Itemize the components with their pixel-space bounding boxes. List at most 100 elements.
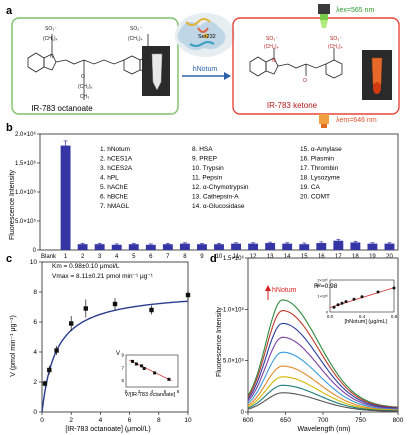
substrate-box — [11, 17, 179, 115]
svg-text:CH₃: CH₃ — [80, 94, 89, 100]
legend-item: 3. hCES2A — [100, 165, 133, 172]
y-tick-label: 5.0×10⁵ — [15, 218, 37, 225]
legend-item: 6. hBChE — [100, 194, 128, 201]
y-tick-label: 1.0×10⁶ — [15, 189, 37, 196]
x-tick-label: 19 — [369, 254, 376, 260]
excitation-label: λex=565 nm — [336, 7, 374, 14]
x-tick-label: 6 — [149, 254, 153, 260]
x-tick-label: 7 — [166, 254, 170, 260]
legend-item: 10. Trypsin — [192, 165, 224, 172]
x-tick-label: 2 — [69, 417, 73, 424]
x-tick-label: 18 — [352, 254, 359, 260]
y-tick-label: 5.0×10⁵ — [223, 358, 245, 365]
bar — [214, 244, 224, 250]
spectrum-line — [247, 392, 399, 412]
x-tick-label: 3 — [98, 254, 102, 260]
substrate-name: IR-783 octanoate — [31, 104, 93, 113]
spectrum-line — [247, 322, 399, 409]
x-tick-label: 8 — [157, 417, 161, 424]
inset-d-ylabel: F — [316, 283, 322, 287]
x-tick-label: 11 — [233, 254, 240, 260]
y-tick-label: 2 — [33, 379, 37, 386]
enzyme-structure-icon — [175, 13, 235, 57]
y-tick-label: 6 — [33, 319, 37, 326]
inset-y-tick-label: 2×10⁶ — [317, 278, 328, 283]
inset-c-ylabel: V — [116, 351, 120, 357]
x-tick-label: 20 — [386, 254, 393, 260]
svg-text:N: N — [272, 58, 276, 64]
inset-point — [140, 364, 144, 368]
legend-item: 12. α-Chymotrypsin — [192, 184, 249, 191]
inset-d-xlabel: [hNotum] (μg/mL) — [345, 319, 388, 325]
legend-item: 16. Plasmin — [300, 156, 334, 163]
legend-item: 15. α-Amylase — [300, 146, 342, 153]
vial-fluorescent-icon — [362, 50, 392, 100]
bar — [231, 243, 241, 250]
bar — [145, 244, 156, 250]
y-tick-label: 8 — [33, 289, 37, 296]
data-point — [83, 306, 88, 311]
legend-item: 19. CA — [300, 184, 321, 191]
chart-c-inset: 0 2 4 6 8 5 7 9 — [121, 353, 179, 395]
x-tick-label: Blank — [41, 254, 57, 260]
bar — [77, 244, 88, 250]
bar — [367, 243, 378, 250]
svg-text:SO₃⁻: SO₃⁻ — [330, 36, 342, 42]
bar — [316, 243, 327, 250]
inset-x-tick-label: 0 — [125, 389, 128, 394]
data-point — [112, 301, 118, 307]
spectrum-line — [247, 299, 399, 408]
x-tick-label: 1 — [64, 254, 68, 260]
chart-c-frame — [41, 261, 189, 413]
reaction-arrow-icon — [182, 72, 231, 80]
inset-x-tick-label: 6 — [164, 389, 167, 394]
bar — [60, 145, 71, 250]
inset-point — [134, 362, 138, 366]
bar — [197, 244, 207, 250]
panel-letter-a: a — [6, 5, 13, 17]
panel-letter-b: b — [6, 122, 13, 134]
x-tick-label: 8 — [183, 254, 187, 260]
x-tick-label: 700 — [318, 417, 329, 424]
y-tick-label: 0 — [241, 410, 245, 416]
vmax-annotation: Vmax = 8.11±0.21 pmol min⁻¹ μg⁻¹ — [52, 273, 154, 280]
chart-d: 600 650 700 750 800 0 5.0×10⁵ 1.0×10⁶ 1.5×10⁶ — [223, 255, 404, 424]
bar — [265, 243, 276, 250]
bar — [162, 244, 173, 250]
data-point — [149, 307, 154, 313]
product-structure — [249, 48, 343, 79]
chart-d-xlabel: Wavelength (nm) — [297, 426, 350, 433]
chart-b-frame — [39, 133, 399, 251]
data-point — [47, 367, 52, 373]
legend-item: 20. COMT — [300, 194, 330, 201]
inset-point — [167, 377, 171, 381]
inset-y-tick-label: 0 — [326, 310, 329, 315]
y-tick-label: 1.0×10⁶ — [223, 306, 245, 313]
x-tick-label: 12 — [250, 254, 257, 260]
x-tick-label: 600 — [243, 417, 254, 424]
svg-text:(CH₂)₄: (CH₂)₄ — [264, 44, 279, 50]
product-name: IR-783 ketone — [267, 101, 318, 110]
legend-item: 1. hNotum — [100, 146, 130, 153]
inset-y-tick-label: 1×10⁶ — [317, 294, 328, 299]
km-annotation: Km = 0.98±0.10 μmol/L — [52, 263, 120, 270]
panel-letter-d: d — [210, 253, 217, 265]
bar — [384, 243, 395, 250]
bar — [333, 240, 344, 250]
excitation-light-icon — [318, 4, 330, 28]
y-tick-label: 1.5×10⁶ — [15, 160, 37, 167]
substrate-atoms: SO₃⁻ (CH₂)₄ N SO₃⁻ (CH₂)₄ N⁺ O (CH₂)₆ CH… — [43, 26, 153, 100]
chart-b-legend: 1. hNotum 2. hCES1A 3. hCES2A 4. hPL 5. … — [100, 146, 342, 210]
x-tick-label: 750 — [355, 417, 366, 424]
x-tick-label: 5 — [132, 254, 136, 260]
svg-text:(CH₂)₄: (CH₂)₄ — [128, 36, 143, 42]
x-tick-label: 10 — [184, 417, 192, 424]
legend-item: 5. hAChE — [100, 184, 128, 191]
x-tick-label: 10 — [216, 254, 223, 260]
svg-text:(CH₂)₆: (CH₂)₆ — [78, 84, 93, 90]
svg-text:SO₃⁻: SO₃⁻ — [266, 36, 278, 42]
x-tick-label: 16 — [318, 254, 325, 260]
inset-y-tick-label: 5 — [121, 378, 124, 383]
legend-item: 17. Thrombin — [300, 165, 339, 172]
inset-point — [376, 290, 380, 294]
